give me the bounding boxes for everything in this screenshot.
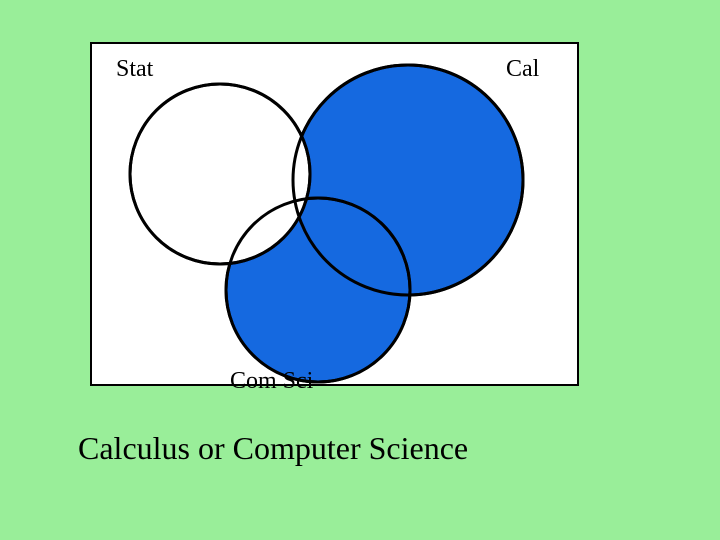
circle-stat-outline — [127, 81, 313, 267]
label-comsci: Com Sci — [230, 368, 313, 395]
caption: Calculus or Computer Science — [78, 430, 468, 467]
label-stat: Stat — [116, 56, 153, 83]
label-cal: Cal — [506, 56, 539, 83]
